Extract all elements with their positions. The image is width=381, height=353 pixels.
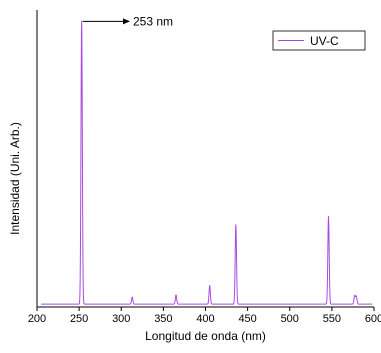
x-ticks: 200 250 300 350 400 450 500 550 600 (28, 307, 381, 325)
axes (36, 10, 374, 308)
x-tick-label-450: 450 (238, 313, 256, 325)
x-tick-label-500: 500 (281, 313, 299, 325)
x-tick-label-550: 550 (323, 313, 341, 325)
series-layer (40, 20, 373, 305)
x-tick-label-400: 400 (196, 313, 214, 325)
peak-point-577 (354, 295, 356, 297)
y-axis-title: Intensidad (Uni. Arb.) (8, 122, 22, 235)
peak-annotation: 253 nm (82, 14, 173, 28)
peak-point-253 (81, 20, 83, 22)
x-tick-label-250: 250 (70, 313, 88, 325)
peak-point-436 (235, 224, 237, 226)
peak-point-405 (209, 285, 211, 287)
x-tick-label-300: 300 (112, 313, 130, 325)
annotation-label: 253 nm (133, 14, 173, 28)
x-tick-label-350: 350 (154, 313, 172, 325)
series-line-uv-c (40, 20, 373, 305)
legend-box (272, 30, 366, 51)
legend: UV-C (272, 30, 366, 51)
peak-point-546 (327, 215, 330, 218)
legend-label-uv-c: UV-C (310, 34, 339, 48)
x-tick-label-600: 600 (365, 313, 381, 325)
peak-point-579 (355, 295, 357, 297)
x-tick-label-200: 200 (28, 313, 46, 325)
annotation-arrowhead (123, 18, 130, 25)
peak-point-365 (175, 294, 177, 296)
x-axis-title: Longitud de onda (nm) (145, 329, 266, 343)
peak-point-313 (131, 296, 133, 298)
